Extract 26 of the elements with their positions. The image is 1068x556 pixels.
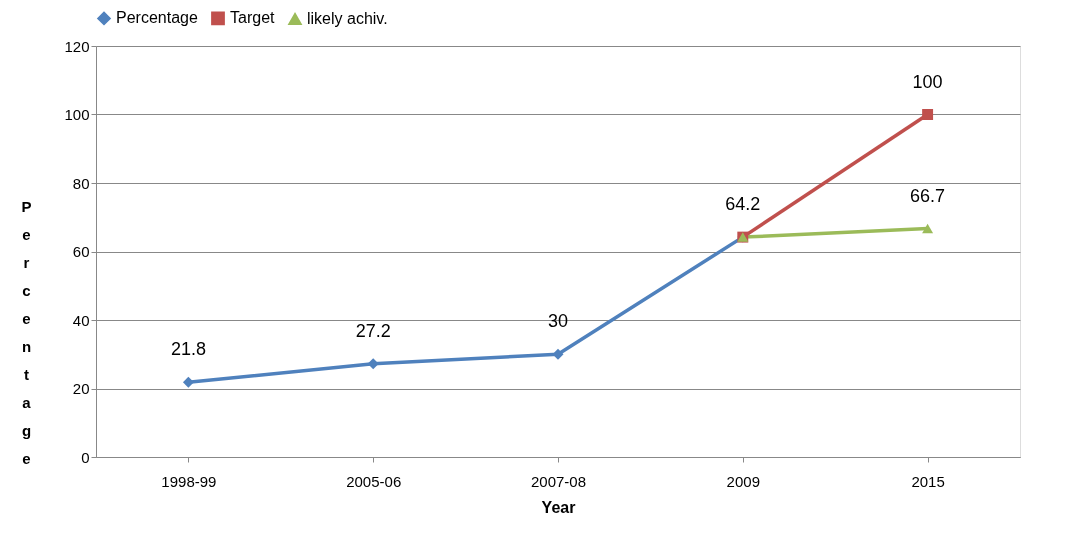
- y-tick-label: 120: [64, 37, 90, 55]
- legend-label: likely achiv.: [307, 9, 388, 27]
- point: [922, 109, 934, 120]
- data-label: 66.7: [910, 185, 946, 206]
- legend-label: Percentage: [116, 9, 198, 27]
- x-tick-label: 1998-99: [161, 472, 217, 490]
- x-tick-label: 2005-06: [346, 472, 402, 490]
- x-tick-label: 2007-08: [530, 472, 587, 490]
- data-label: 30: [547, 311, 569, 332]
- y-tick-label: 80: [72, 174, 90, 192]
- x-axis-title: Year: [541, 498, 576, 516]
- y-tick-label: 0: [81, 448, 90, 466]
- text: Percentage: [21, 197, 32, 467]
- point: [182, 376, 194, 388]
- y-tick-label: 40: [72, 311, 90, 329]
- y-tick-label: 60: [72, 243, 90, 260]
- x-tick-label: 2009: [726, 472, 760, 490]
- data-label: 100: [912, 71, 943, 92]
- x-tick-label: 2015: [911, 472, 945, 490]
- y-tick-label: 20: [72, 380, 90, 397]
- data-label: 27.2: [355, 320, 391, 341]
- point: [367, 358, 379, 370]
- data-label: 21.8: [170, 339, 206, 360]
- data-label: 64.2: [725, 194, 761, 215]
- y-tick-label: 100: [64, 106, 90, 123]
- legend-label: Target: [230, 9, 276, 27]
